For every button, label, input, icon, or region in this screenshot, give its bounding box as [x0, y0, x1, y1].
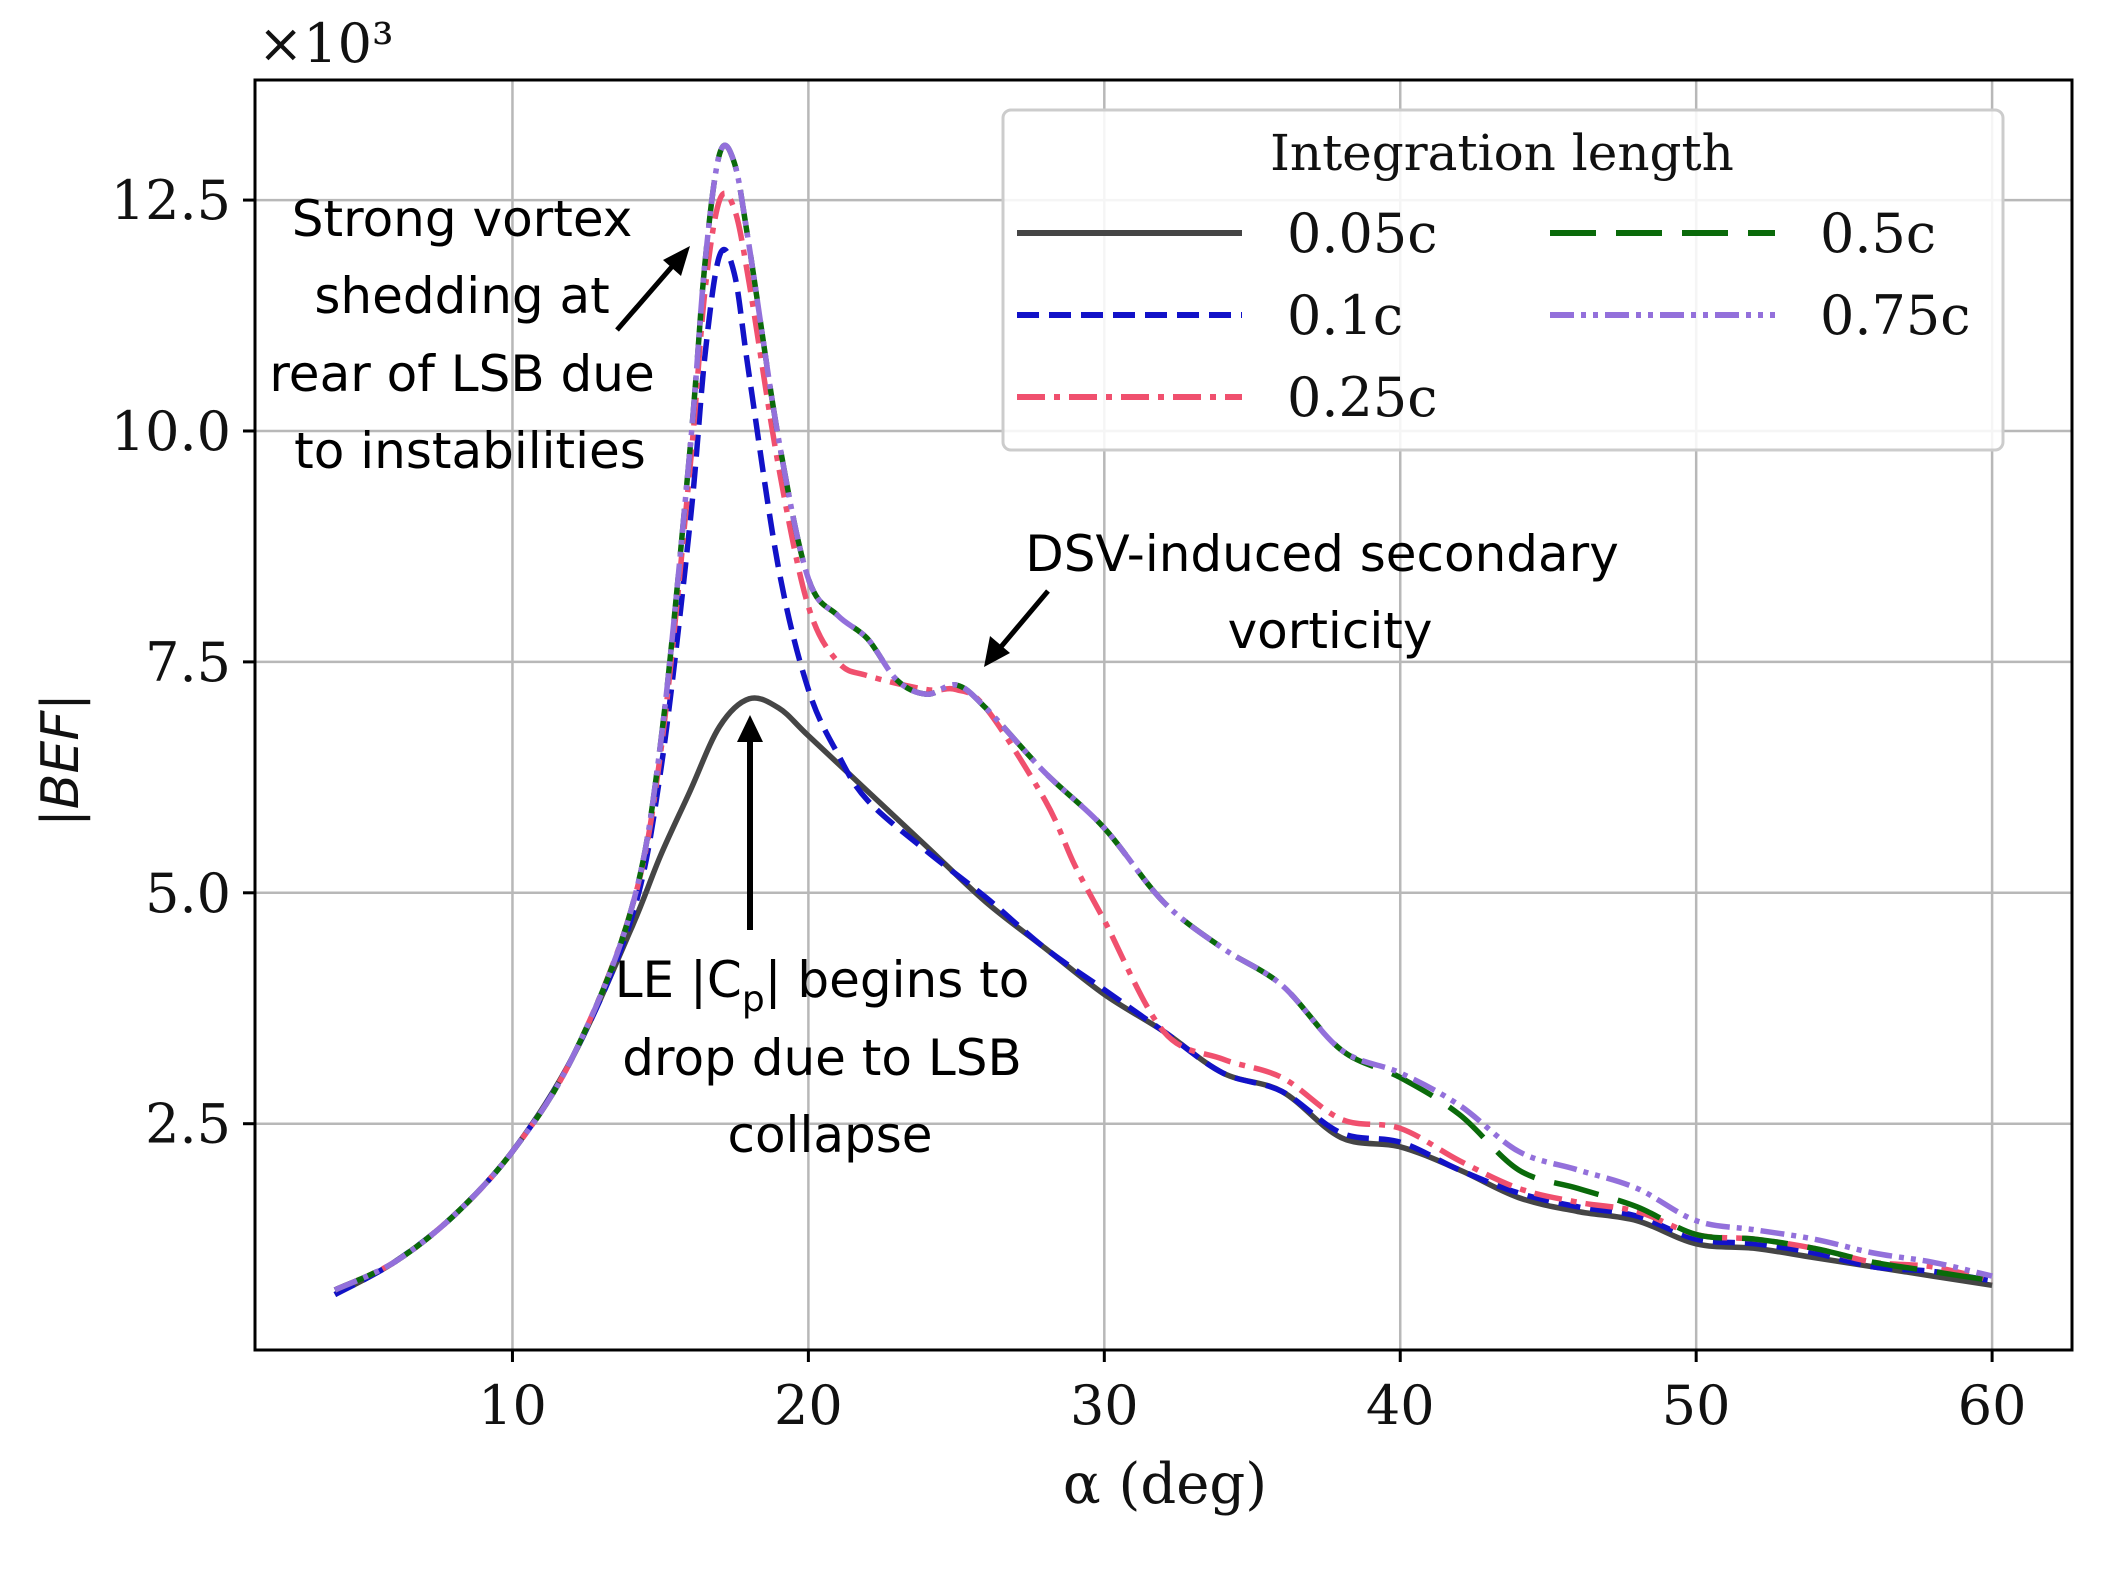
y-tick-label: 5.0 — [145, 862, 231, 925]
annotation-line: collapse — [727, 1106, 932, 1164]
legend-entries: 0.05c 0.1c 0.25c 0.5c 0.75c — [1017, 202, 1970, 429]
series-line-0-75c — [333, 142, 1993, 1293]
annotation-line: drop due to LSB — [622, 1029, 1022, 1087]
y-axis-label: |BEF| — [31, 693, 91, 826]
series-lines — [333, 142, 1993, 1298]
svg-text:DSV-induced secondary vo: DSV-induced secondary vorticity — [1025, 525, 1634, 660]
annotation-le-cp-drop: LE |Cp| begins to drop due to LSB collap… — [615, 715, 1046, 1164]
svg-text:LE |Cp| begins to drop d: LE |Cp| begins to drop due to LSB collap… — [615, 951, 1046, 1164]
series-line-0-05c — [333, 695, 1993, 1298]
annotation-arrow — [998, 589, 1050, 650]
legend-label: 0.25c — [1287, 366, 1437, 429]
annotation-line: DSV-induced secondary — [1025, 525, 1619, 583]
y-tick-label: 7.5 — [145, 631, 231, 694]
legend-box — [1001, 108, 2005, 452]
legend-label: 0.75c — [1820, 284, 1970, 347]
legend-label: 0.1c — [1287, 284, 1403, 347]
annotation-line: vorticity — [1228, 602, 1433, 660]
annotation-line: | begins to — [765, 951, 1030, 1009]
legend-label: 0.05c — [1287, 202, 1437, 265]
annotation-subscript: p — [742, 979, 765, 1020]
x-axis-label: α (deg) — [1063, 1452, 1267, 1517]
annotation-line: rear of LSB due — [269, 345, 654, 403]
legend-label: 0.5c — [1820, 202, 1936, 265]
x-axis: 10 20 30 40 50 60 — [478, 1350, 2026, 1437]
annotation-line: shedding at — [314, 267, 609, 325]
x-tick-label: 10 — [478, 1374, 547, 1437]
x-tick-label: 20 — [774, 1374, 843, 1437]
annotation-arrowhead — [737, 715, 763, 742]
annotation-arrowhead — [984, 636, 1010, 667]
y-tick-label: 10.0 — [111, 400, 231, 463]
annotation-line: LE |C — [615, 951, 742, 1009]
x-tick-label: 60 — [1958, 1374, 2027, 1437]
annotation-arrowhead — [663, 246, 690, 276]
legend: Integration length 0.05c 0.1c 0.25c 0.5c 0.7… — [1001, 108, 2005, 452]
y-tick-label: 2.5 — [145, 1093, 231, 1156]
annotation-line: Strong vortex — [292, 190, 633, 248]
y-tick-label: 12.5 — [111, 169, 231, 232]
annotation-dsv-vorticity: DSV-induced secondary vorticity — [984, 525, 1634, 667]
legend-title: Integration length — [1270, 124, 1734, 182]
x-tick-label: 30 — [1070, 1374, 1139, 1437]
y-multiplier: ×10³ — [258, 12, 394, 75]
y-axis: 2.5 5.0 7.5 10.0 12.5 — [111, 169, 255, 1156]
x-tick-label: 50 — [1662, 1374, 1731, 1437]
svg-text:Strong vortex shedding a: Strong vortex shedding at rear of LSB du… — [269, 190, 670, 480]
annotation-line: to instabilities — [294, 422, 646, 480]
plot-frame — [253, 78, 2074, 1352]
x-tick-label: 40 — [1366, 1374, 1435, 1437]
annotation-vortex-shedding: Strong vortex shedding at rear of LSB du… — [269, 190, 690, 480]
annotation-arrow — [615, 260, 678, 332]
